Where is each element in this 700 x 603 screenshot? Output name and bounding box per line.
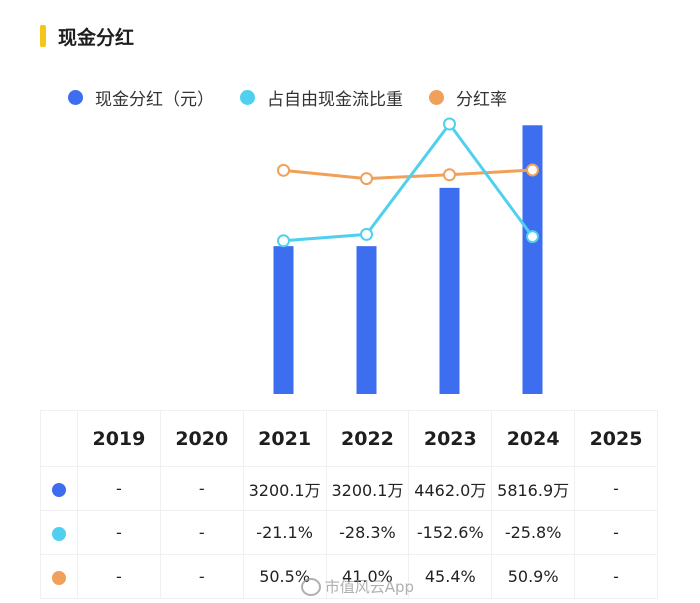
table-cell: - bbox=[77, 510, 161, 555]
legend-label-payout: 分红率 bbox=[456, 89, 507, 110]
row-marker-cell bbox=[40, 510, 78, 555]
payout-line bbox=[283, 168, 533, 181]
payout-point-2023 bbox=[443, 168, 456, 182]
legend-dot-payout bbox=[429, 89, 444, 105]
table-cell: -25.8% bbox=[491, 510, 576, 555]
fcf-share-point-2021 bbox=[277, 234, 290, 248]
year-header-2025: 2025 bbox=[574, 410, 658, 467]
table-cell: 3200.1万 bbox=[325, 466, 410, 511]
table-cell: - bbox=[574, 554, 658, 599]
chart-legend: 现金分红（元） 占自由现金流比重 分红率 bbox=[68, 84, 533, 110]
table-cell: 45.4% bbox=[408, 554, 493, 599]
year-header-2022: 2022 bbox=[325, 410, 410, 467]
bar-2023 bbox=[439, 187, 460, 394]
legend-label-fcf-share: 占自由现金流比重 bbox=[267, 89, 403, 110]
row-marker-cell bbox=[40, 554, 78, 599]
table-cell: 4462.0万 bbox=[408, 466, 493, 511]
table-cell: - bbox=[77, 466, 161, 511]
table-cell: - bbox=[77, 554, 161, 599]
table-cell: -152.6% bbox=[408, 510, 493, 555]
row-marker-cell bbox=[40, 466, 78, 511]
table-header-row: 2019 2020 2021 2022 2023 2024 2025 bbox=[40, 410, 658, 467]
table-cell: 5816.9万 bbox=[491, 466, 576, 511]
fcf-share-point-2024 bbox=[526, 230, 539, 244]
weibo-icon bbox=[300, 577, 321, 596]
year-header-2024: 2024 bbox=[491, 410, 576, 467]
year-header-2023: 2023 bbox=[408, 410, 493, 467]
fcf-share-line bbox=[283, 121, 534, 243]
dividend-chart bbox=[273, 117, 543, 394]
legend-item-payout[interactable]: 分红率 bbox=[429, 85, 507, 110]
table-row-dividend: - - 3200.1万 3200.1万 4462.0万 5816.9万 - bbox=[40, 466, 658, 511]
table-cell: -21.1% bbox=[242, 510, 327, 555]
page-title: 现金分红 bbox=[58, 26, 135, 49]
payout-point-2022 bbox=[360, 172, 373, 186]
table-cell: - bbox=[574, 510, 658, 555]
table-cell: - bbox=[159, 554, 244, 599]
table-cell: 50.5% bbox=[242, 554, 327, 599]
watermark: 市值风云App bbox=[300, 576, 414, 597]
legend-label-dividend: 现金分红（元） bbox=[95, 89, 214, 110]
payout-point-2024 bbox=[526, 163, 539, 177]
data-table-wrap: 2019 2020 2021 2022 2023 2024 2025 - - 3… bbox=[40, 410, 658, 603]
legend-dot-dividend bbox=[68, 89, 83, 105]
fcf-share-point-2023 bbox=[443, 117, 456, 131]
table-cell: - bbox=[159, 510, 244, 555]
section-header: 现金分红 bbox=[40, 22, 134, 50]
watermark-text: 市值风云App bbox=[324, 578, 414, 596]
table-cell: 3200.1万 bbox=[242, 466, 327, 511]
table-corner-cell bbox=[40, 410, 78, 467]
legend-item-dividend[interactable]: 现金分红（元） bbox=[68, 85, 214, 110]
row-dot-dividend bbox=[52, 482, 66, 497]
fcf-share-point-2022 bbox=[360, 227, 373, 241]
table-row-payout: - - 50.5% 41.0% 45.4% 50.9% - bbox=[40, 554, 658, 599]
bar-2022 bbox=[356, 246, 377, 394]
table-cell: 50.9% bbox=[491, 554, 576, 599]
year-header-2021: 2021 bbox=[242, 410, 327, 467]
legend-item-fcf-share[interactable]: 占自由现金流比重 bbox=[240, 85, 403, 110]
row-dot-fcf-share bbox=[52, 526, 66, 541]
bar-2021 bbox=[273, 246, 294, 394]
bar-2024 bbox=[522, 125, 543, 394]
table-cell: - bbox=[574, 466, 658, 511]
table-cell: - bbox=[159, 466, 244, 511]
table-row-fcf-share: - - -21.1% -28.3% -152.6% -25.8% - bbox=[40, 510, 658, 555]
data-table: 2019 2020 2021 2022 2023 2024 2025 - - 3… bbox=[40, 410, 658, 599]
payout-point-2021 bbox=[277, 163, 290, 177]
year-header-2020: 2020 bbox=[159, 410, 244, 467]
title-accent-bar bbox=[40, 25, 46, 47]
legend-dot-fcf-share bbox=[240, 89, 255, 105]
year-header-2019: 2019 bbox=[77, 410, 161, 467]
table-cell: -28.3% bbox=[325, 510, 410, 555]
row-dot-payout bbox=[52, 570, 66, 585]
